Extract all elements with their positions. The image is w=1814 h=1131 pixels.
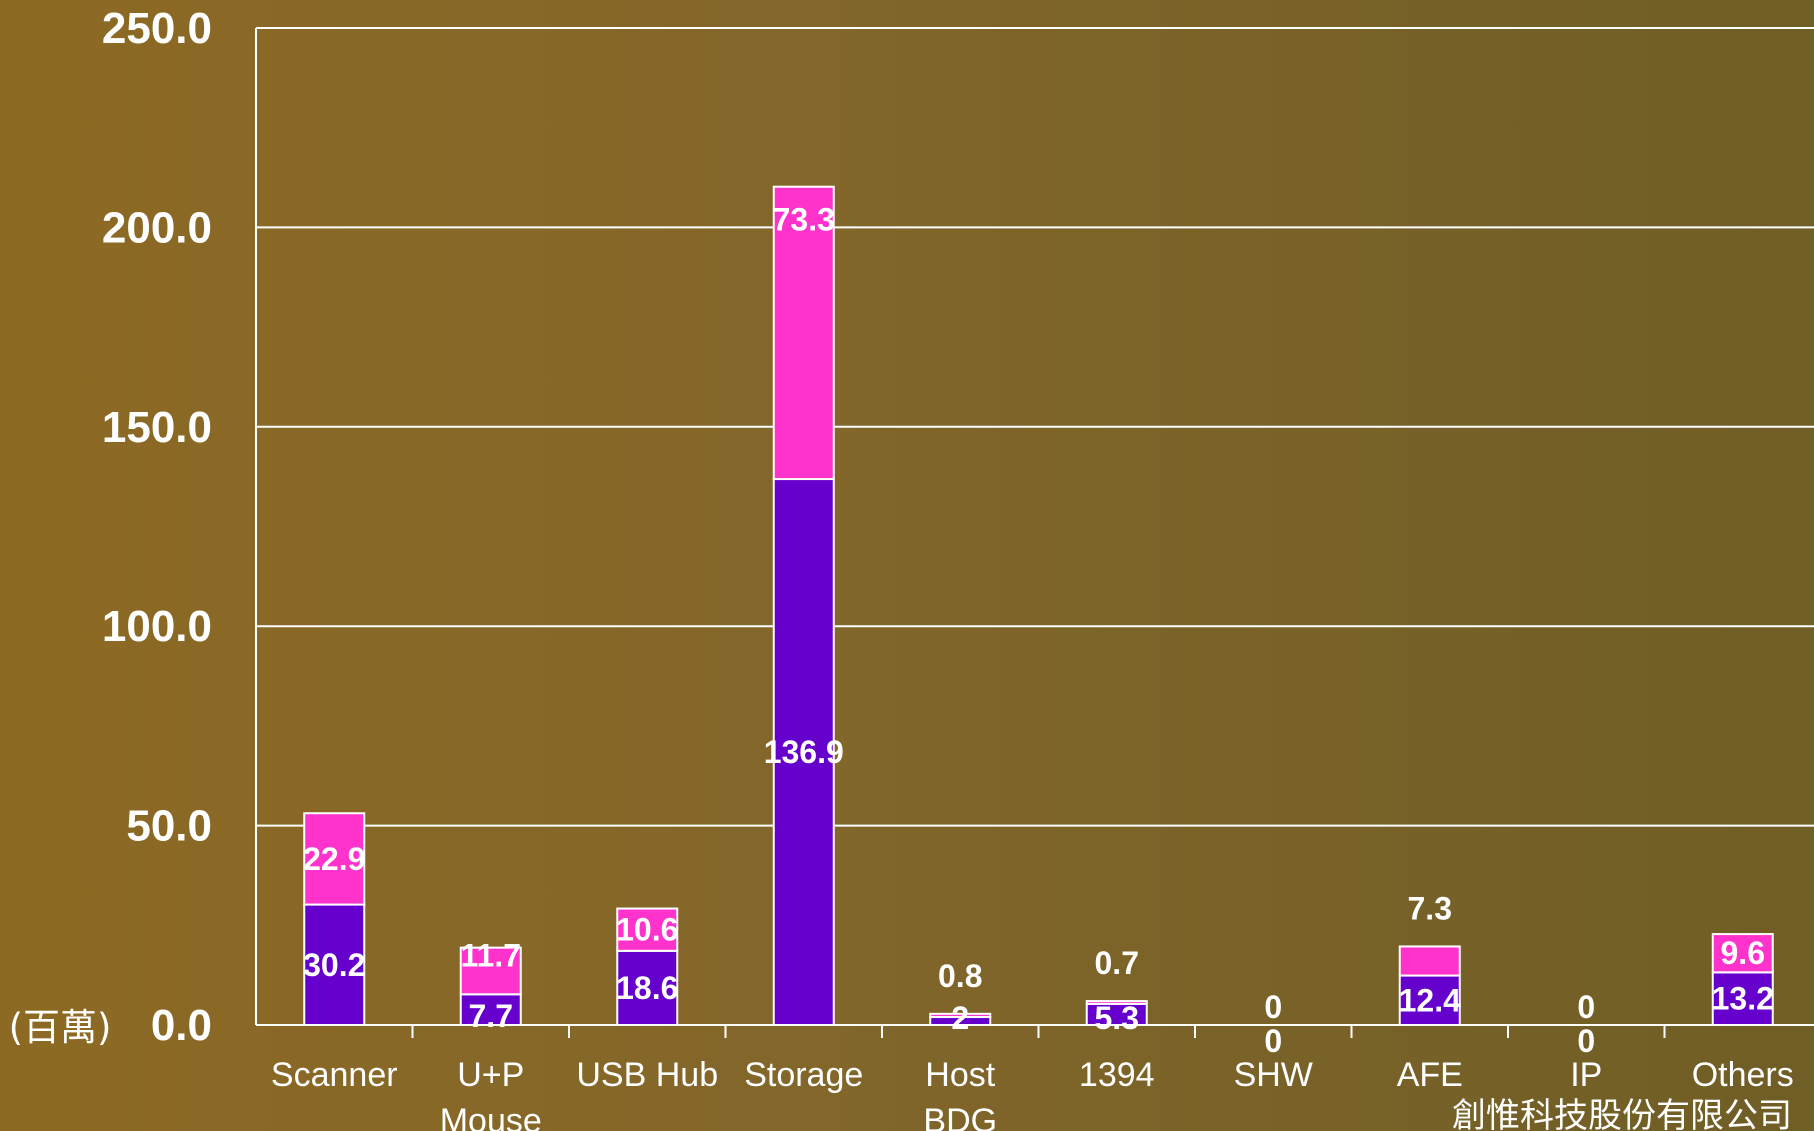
data-label-series-1: 0 <box>1577 1023 1595 1059</box>
x-category-label: 1394 <box>1079 1056 1155 1094</box>
y-tick-label: 0.0 <box>151 1001 212 1050</box>
bar-segment-series-2 <box>1711 933 1774 974</box>
data-label-series-1: 7.7 <box>469 998 513 1034</box>
x-category-label: U+P <box>457 1056 524 1094</box>
axes: 0.0 50.0 100.0 150.0 200.0 250.0 Scanner U+P Mou… <box>102 4 1814 1131</box>
x-category-label: SHW <box>1234 1056 1313 1094</box>
bar-segment-series-2 <box>303 812 366 906</box>
x-category-label: Scanner <box>271 1056 398 1094</box>
data-label-series-2: 0.7 <box>1095 945 1139 981</box>
data-label-series-1: 13.2 <box>1712 981 1774 1017</box>
data-label-series-2: 10.6 <box>616 912 678 948</box>
bar-segment-series-1 <box>772 478 835 1026</box>
x-category-label: AFE <box>1397 1056 1463 1094</box>
bar-segment-series-2 <box>929 1012 992 1019</box>
y-tick-label: 50.0 <box>126 802 212 851</box>
data-label-series-1: 5.3 <box>1095 1000 1139 1036</box>
grid-lines <box>256 27 1814 827</box>
data-label-series-1: 18.6 <box>616 970 678 1006</box>
bar-segment-series-2 <box>459 946 522 996</box>
x-category-label: Others <box>1692 1056 1794 1094</box>
data-label-series-2: 73.3 <box>773 202 835 238</box>
data-label-series-2: 7.3 <box>1408 890 1452 926</box>
data-label-series-1: 136.9 <box>764 734 844 770</box>
y-tick-label: 250.0 <box>102 4 212 53</box>
y-tick-label: 150.0 <box>102 403 212 452</box>
x-category-label: Mouse <box>440 1102 542 1131</box>
bar-segment-series-1 <box>1398 974 1461 1027</box>
data-label-series-1: 12.4 <box>1399 982 1461 1018</box>
data-label-series-1: 0 <box>1264 1023 1282 1059</box>
bar-segment-series-2 <box>1398 945 1461 977</box>
x-category-label: Host <box>925 1056 995 1094</box>
data-label-series-1: 30.2 <box>303 947 365 983</box>
data-label-series-2: 0.8 <box>938 958 982 994</box>
bar-segment-series-1 <box>303 903 366 1026</box>
y-tick-label: 100.0 <box>102 602 212 651</box>
x-category-label: IP <box>1570 1056 1602 1094</box>
data-labels: 22.9 30.2 11.7 7.7 10.6 18.6 73.3 136.9 0.8 2 0.7 5… <box>303 202 1774 1059</box>
x-category-label: Storage <box>744 1056 863 1094</box>
company-name: 創惟科技股份有限公司 <box>1452 1096 1792 1131</box>
bar-segment-series-2 <box>1085 1000 1148 1005</box>
data-label-series-2: 0 <box>1577 989 1595 1025</box>
x-category-label: USB Hub <box>576 1056 718 1094</box>
data-label-series-2: 22.9 <box>303 841 365 877</box>
y-axis-unit-label: (百萬) <box>9 1006 112 1049</box>
bar-segment-series-2 <box>616 907 679 952</box>
bar-segment-series-2 <box>772 185 835 481</box>
data-label-series-2: 0 <box>1264 989 1282 1025</box>
bars <box>303 185 1774 1027</box>
x-category-label: BDG <box>923 1102 997 1131</box>
data-label-series-2: 9.6 <box>1721 935 1765 971</box>
y-tick-label: 200.0 <box>102 203 212 252</box>
data-label-series-2: 11.7 <box>460 938 521 974</box>
data-label-series-1: 2 <box>951 1000 969 1036</box>
